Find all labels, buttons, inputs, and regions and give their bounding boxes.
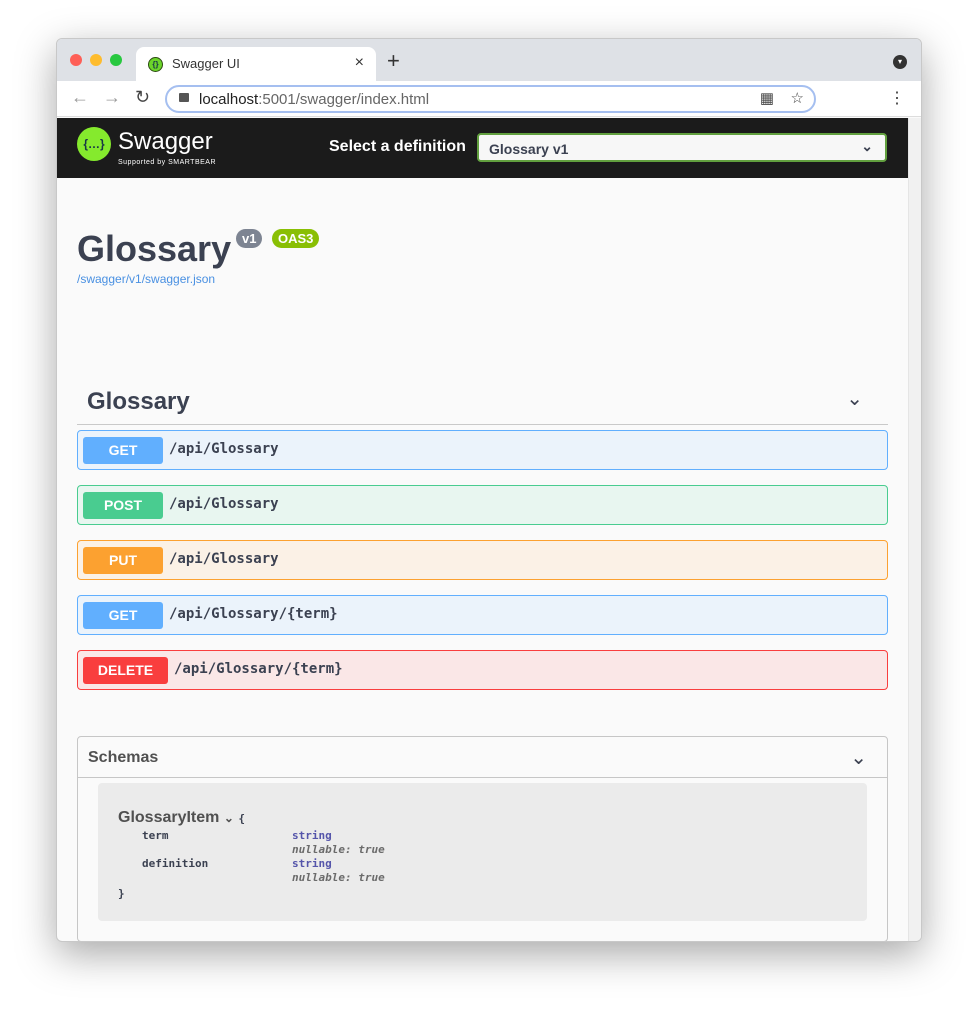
tab-title: Swagger UI (172, 56, 240, 71)
tab-search-icon[interactable]: ▾ (893, 55, 907, 69)
url-input[interactable]: localhost:5001/swagger/index.html ▦ ☆ (165, 85, 816, 113)
definition-select[interactable]: Glossary v1 ⌄ (477, 133, 887, 162)
swagger-logo-icon[interactable]: {…} (77, 127, 111, 161)
browser-tab[interactable]: {} Swagger UI × (136, 47, 376, 81)
select-definition-label: Select a definition (329, 138, 466, 155)
chevron-down-icon[interactable]: ⌄ (850, 747, 867, 769)
swagger-favicon-icon: {} (148, 57, 163, 72)
operation-get[interactable]: GET/api/Glossary (77, 430, 888, 470)
operation-delete[interactable]: DELETE/api/Glossary/{term} (77, 650, 888, 690)
minimize-window-button[interactable] (90, 54, 102, 66)
close-window-button[interactable] (70, 54, 82, 66)
method-badge: PUT (83, 547, 163, 574)
property-name: definition (142, 857, 209, 870)
schemas-title[interactable]: Schemas (88, 749, 159, 766)
selected-definition: Glossary v1 (489, 141, 569, 157)
operation-path: /api/Glossary/{term} (174, 661, 343, 677)
spec-link[interactable]: /swagger/v1/swagger.json (77, 272, 216, 286)
lock-icon (179, 93, 189, 102)
tab-bar: {} Swagger UI × + ▾ (57, 39, 921, 81)
property-name: term (142, 829, 169, 842)
new-tab-icon[interactable]: + (387, 48, 400, 73)
scrollbar[interactable] (908, 118, 921, 941)
browser-menu-icon[interactable]: ⋮ (889, 90, 905, 107)
property-extra: nullable: true (292, 843, 385, 856)
operation-path: /api/Glossary (169, 441, 279, 457)
tag-section-header[interactable]: Glossary ⌄ (77, 378, 888, 425)
chevron-down-icon: ⌄ (861, 138, 873, 154)
model-name[interactable]: GlossaryItem ⌄ { (118, 809, 245, 826)
method-badge: GET (83, 602, 163, 629)
oas-badge: OAS3 (272, 229, 320, 248)
browser-window: {} Swagger UI × + ▾ ← → ↻ localhost:5001… (56, 38, 922, 942)
property-type: string (292, 857, 332, 870)
model-box: GlossaryItem ⌄ { term string nullable: t… (98, 783, 867, 921)
method-badge: DELETE (83, 657, 168, 684)
close-tab-icon[interactable]: × (354, 54, 364, 71)
operation-post[interactable]: POST/api/Glossary (77, 485, 888, 525)
version-badge: v1 (236, 229, 263, 248)
reload-icon[interactable]: ↻ (135, 87, 151, 107)
chevron-down-icon: ⌄ (223, 811, 234, 825)
property-type: string (292, 829, 332, 842)
back-icon[interactable]: ← (71, 87, 89, 107)
property-extra: nullable: true (292, 871, 385, 884)
close-brace: } (118, 887, 125, 900)
forward-icon[interactable]: → (103, 87, 121, 107)
method-badge: GET (83, 437, 163, 464)
operation-path: /api/Glossary (169, 496, 279, 512)
bookmark-star-icon[interactable]: ☆ (790, 90, 804, 107)
qr-code-icon[interactable]: ▦ (759, 90, 774, 107)
url-host: localhost (199, 91, 259, 108)
api-title: Glossary (77, 228, 232, 269)
swagger-topbar: {…} Swagger Supported by SMARTBEAR Selec… (57, 118, 908, 178)
operation-path: /api/Glossary (169, 551, 279, 567)
address-bar: ← → ↻ localhost:5001/swagger/index.html … (57, 81, 921, 117)
operation-get[interactable]: GET/api/Glossary/{term} (77, 595, 888, 635)
url-path: :5001/swagger/index.html (258, 91, 430, 108)
method-badge: POST (83, 492, 163, 519)
maximize-window-button[interactable] (110, 54, 122, 66)
schemas-section: Schemas ⌄ GlossaryItem ⌄ { term string n… (77, 736, 888, 941)
chevron-down-icon[interactable]: ⌄ (846, 388, 863, 410)
tag-name: Glossary (87, 388, 190, 415)
supported-by: Supported by SMARTBEAR (118, 159, 217, 166)
operation-put[interactable]: PUT/api/Glossary (77, 540, 888, 580)
operation-path: /api/Glossary/{term} (169, 606, 338, 622)
brand-name: Swagger (118, 128, 213, 155)
